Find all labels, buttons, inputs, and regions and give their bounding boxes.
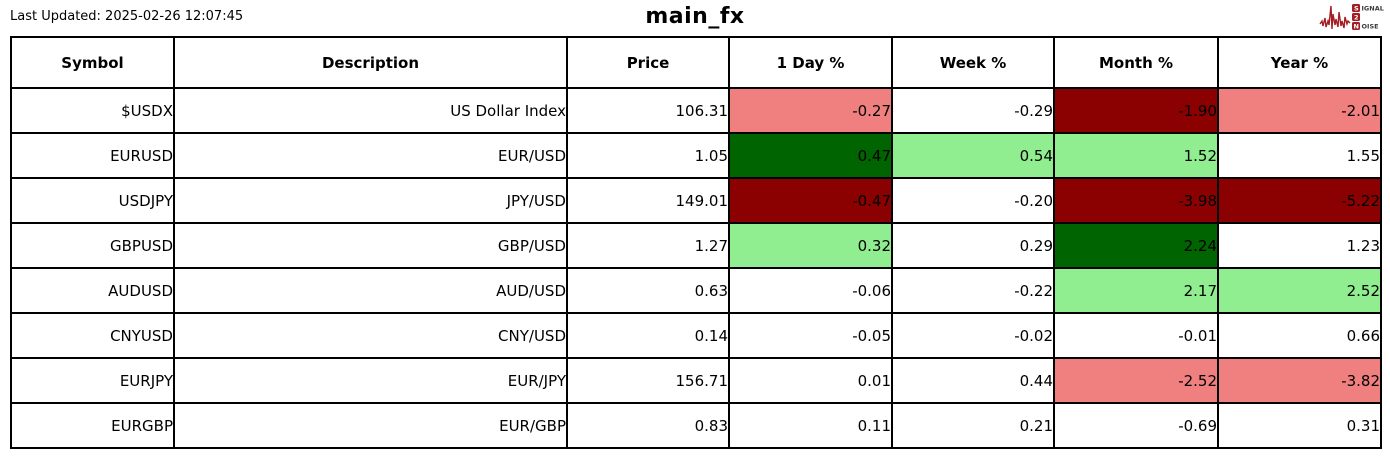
fx-table: Symbol Description Price 1 Day % Week % … <box>10 36 1382 449</box>
symbol-cell: GBPUSD <box>10 222 175 269</box>
col-header-year: Year % <box>1217 36 1382 89</box>
price-cell: 106.31 <box>566 87 730 134</box>
month-change-cell: 1.52 <box>1053 132 1219 179</box>
month-change-cell: 2.17 <box>1053 267 1219 314</box>
year-change-cell: 1.55 <box>1217 132 1382 179</box>
price-cell: 0.14 <box>566 312 730 359</box>
col-header-month: Month % <box>1053 36 1219 89</box>
week-change-cell: 0.29 <box>891 222 1055 269</box>
symbol-cell: CNYUSD <box>10 312 175 359</box>
description-cell: AUD/USD <box>173 267 568 314</box>
week-change-cell: 0.54 <box>891 132 1055 179</box>
month-change-cell: 2.24 <box>1053 222 1219 269</box>
col-header-week: Week % <box>891 36 1055 89</box>
fx-row-usdjpy: USDJPY JPY/USD 149.01 -0.47 -0.20 -3.98 -5.22 <box>10 177 1382 224</box>
symbol-cell: EURGBP <box>10 402 175 449</box>
logo-badge-2 <box>1352 13 1360 21</box>
month-change-cell: -1.90 <box>1053 87 1219 134</box>
year-change-cell: -2.01 <box>1217 87 1382 134</box>
day-change-cell: 0.11 <box>728 402 893 449</box>
description-cell: JPY/USD <box>173 177 568 224</box>
day-change-cell: -0.06 <box>728 267 893 314</box>
fx-table-body: $USDX US Dollar Index 106.31 -0.27 -0.29 -1.9… <box>10 87 1382 449</box>
day-change-cell: -0.05 <box>728 312 893 359</box>
week-change-cell: 0.21 <box>891 402 1055 449</box>
logo-badge-n <box>1352 22 1360 30</box>
fx-row-usdx: $USDX US Dollar Index 106.31 -0.27 -0.29 -1.9… <box>10 87 1382 134</box>
symbol-cell: EURJPY <box>10 357 175 404</box>
year-change-cell: 1.23 <box>1217 222 1382 269</box>
price-cell: 1.27 <box>566 222 730 269</box>
description-cell: US Dollar Index <box>173 87 568 134</box>
price-cell: 0.63 <box>566 267 730 314</box>
week-change-cell: -0.22 <box>891 267 1055 314</box>
price-cell: 1.05 <box>566 132 730 179</box>
year-change-cell: 2.52 <box>1217 267 1382 314</box>
price-cell: 0.83 <box>566 402 730 449</box>
week-change-cell: -0.29 <box>891 87 1055 134</box>
day-change-cell: 0.32 <box>728 222 893 269</box>
week-change-cell: -0.20 <box>891 177 1055 224</box>
symbol-cell: EURUSD <box>10 132 175 179</box>
week-change-cell: 0.44 <box>891 357 1055 404</box>
header-row: Symbol Description Price 1 Day % Week % … <box>10 36 1382 89</box>
month-change-cell: -3.98 <box>1053 177 1219 224</box>
month-change-cell: -0.69 <box>1053 402 1219 449</box>
logo-letter-2: 2 <box>1354 14 1359 22</box>
year-change-cell: -5.22 <box>1217 177 1382 224</box>
week-change-cell: -0.02 <box>891 312 1055 359</box>
description-cell: EUR/GBP <box>173 402 568 449</box>
last-updated-text: Last Updated: 2025-02-26 12:07:45 <box>10 9 244 24</box>
symbol-cell: $USDX <box>10 87 175 134</box>
logo-letter-n: N <box>1354 23 1359 31</box>
price-cell: 149.01 <box>566 177 730 224</box>
logo-letter-s: S <box>1354 5 1359 13</box>
fx-row-eurgbp: EURGBP EUR/GBP 0.83 0.11 0.21 -0.69 0.31 <box>10 402 1382 449</box>
year-change-cell: 0.31 <box>1217 402 1382 449</box>
price-cell: 156.71 <box>566 357 730 404</box>
waveform-icon <box>1319 5 1351 30</box>
year-change-cell: -3.82 <box>1217 357 1382 404</box>
logo-badge-s <box>1352 4 1360 12</box>
description-cell: EUR/JPY <box>173 357 568 404</box>
signal2noise-logo: S IGNAL 2 N OISE <box>1319 2 1385 32</box>
month-change-cell: -2.52 <box>1053 357 1219 404</box>
day-change-cell: -0.47 <box>728 177 893 224</box>
day-change-cell: 0.47 <box>728 132 893 179</box>
col-header-price: Price <box>566 36 730 89</box>
day-change-cell: -0.27 <box>728 87 893 134</box>
symbol-cell: USDJPY <box>10 177 175 224</box>
fx-row-audusd: AUDUSD AUD/USD 0.63 -0.06 -0.22 2.17 2.52 <box>10 267 1382 314</box>
fx-row-gbpusd: GBPUSD GBP/USD 1.27 0.32 0.29 2.24 1.23 <box>10 222 1382 269</box>
description-cell: EUR/USD <box>173 132 568 179</box>
month-change-cell: -0.01 <box>1053 312 1219 359</box>
page-title: main_fx <box>645 4 745 29</box>
logo-word-ignal: IGNAL <box>1362 5 1384 13</box>
col-header-symbol: Symbol <box>10 36 175 89</box>
fx-row-eurjpy: EURJPY EUR/JPY 156.71 0.01 0.44 -2.52 -3.82 <box>10 357 1382 404</box>
fx-row-eurusd: EURUSD EUR/USD 1.05 0.47 0.54 1.52 1.55 <box>10 132 1382 179</box>
symbol-cell: AUDUSD <box>10 267 175 314</box>
description-cell: GBP/USD <box>173 222 568 269</box>
col-header-description: Description <box>173 36 568 89</box>
fx-row-cnyusd: CNYUSD CNY/USD 0.14 -0.05 -0.02 -0.01 0.66 <box>10 312 1382 359</box>
description-cell: CNY/USD <box>173 312 568 359</box>
day-change-cell: 0.01 <box>728 357 893 404</box>
col-header-day: 1 Day % <box>728 36 893 89</box>
signal2noise-logo-graphic: S IGNAL 2 N OISE <box>1319 4 1384 31</box>
year-change-cell: 0.66 <box>1217 312 1382 359</box>
logo-word-oise: OISE <box>1362 23 1379 31</box>
